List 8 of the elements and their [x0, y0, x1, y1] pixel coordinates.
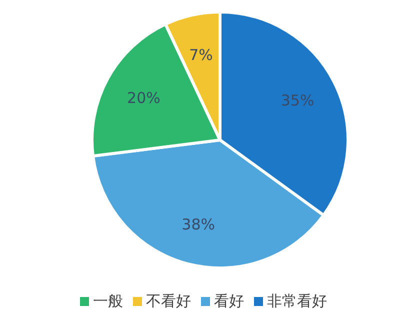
data-label: 20% — [127, 89, 160, 108]
data-label: 35% — [280, 91, 314, 110]
legend-label: 一般 — [93, 292, 123, 310]
legend-label: 非常看好 — [267, 292, 327, 310]
legend-label: 不看好 — [146, 292, 191, 310]
legend-label: 看好 — [214, 292, 244, 310]
data-label: 7% — [189, 46, 213, 64]
data-label: 38% — [182, 215, 216, 234]
